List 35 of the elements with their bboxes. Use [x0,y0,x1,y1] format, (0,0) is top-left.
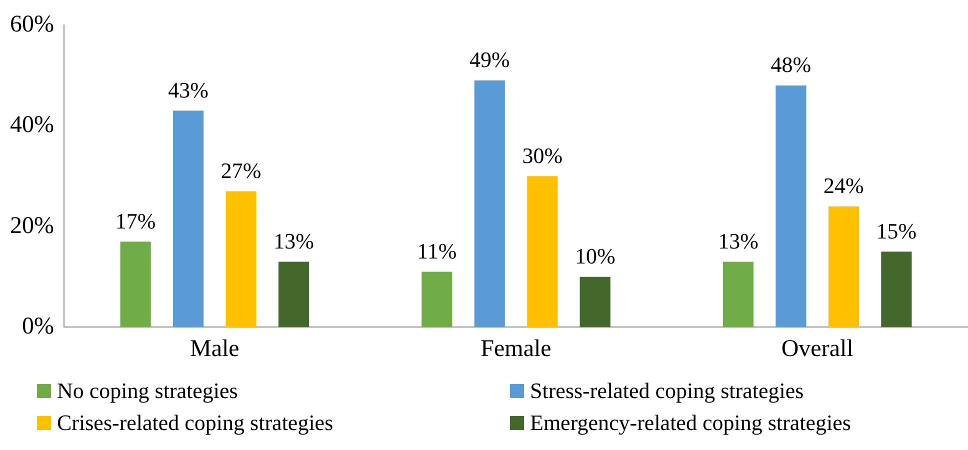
bar [226,191,256,328]
legend-label: Crises-related coping strategies [57,410,334,436]
bar [527,176,558,328]
data-label: 17% [115,208,156,234]
bar [474,80,505,328]
y-tick-label: 40% [10,112,54,138]
bar [120,242,151,328]
bar [722,262,754,328]
y-tick-label: 60% [10,11,54,38]
legend-label: Stress-related coping strategies [530,378,804,404]
data-label: 13% [718,228,758,254]
data-label: 11% [417,238,457,264]
bar [278,262,310,328]
legend-label: No coping strategies [57,378,238,404]
data-label: 13% [274,228,314,254]
data-label: 48% [770,52,812,78]
data-label: 27% [220,158,262,183]
bar [173,110,204,328]
x-tick-label: Male [190,336,240,362]
data-label: 30% [522,142,563,168]
bar [580,276,610,328]
data-label: 24% [824,173,864,198]
data-label: 43% [168,77,208,102]
data-label: 15% [876,218,917,244]
bar [422,272,452,328]
bar [776,85,806,328]
bar [828,206,859,328]
legend-label: Emergency-related coping strategies [530,410,851,436]
x-tick-label: Overall [781,336,854,362]
y-tick-label: 20% [10,212,54,239]
data-label: 49% [469,47,510,72]
y-tick-label: 0% [22,313,54,340]
x-tick-label: Female [480,336,552,362]
bar [881,252,912,328]
data-label: 10% [574,244,616,269]
